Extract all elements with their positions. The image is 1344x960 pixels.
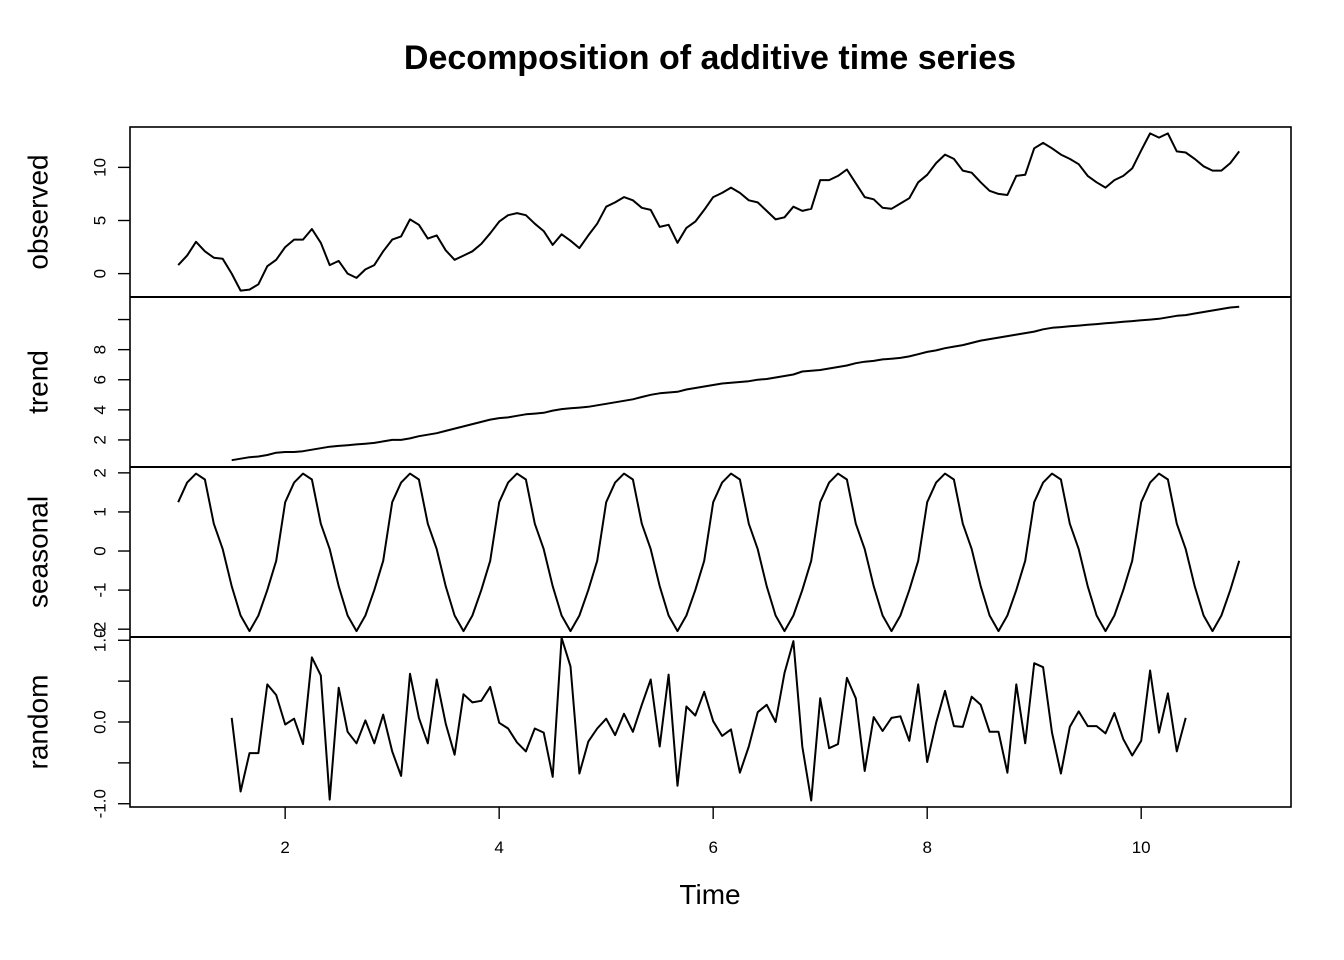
panel-seasonal: -2 -1 0 1 2 seasonal bbox=[23, 466, 1291, 637]
random-label: random bbox=[23, 675, 54, 770]
panel-observed: 0 5 10 observed bbox=[23, 132, 1240, 292]
observed-label: observed bbox=[23, 154, 54, 269]
x-axis-label: Time bbox=[679, 879, 740, 910]
observed-ytick-label: 0 bbox=[91, 269, 110, 278]
x-tick-label: 8 bbox=[922, 838, 931, 857]
x-tick-label: 10 bbox=[1132, 838, 1151, 857]
seasonal-ytick-label: -2 bbox=[91, 622, 110, 637]
seasonal-ytick-label: 2 bbox=[91, 468, 110, 477]
seasonal-ytick-label: 0 bbox=[91, 546, 110, 555]
observed-ytick-label: 10 bbox=[91, 158, 110, 177]
trend-ytick-label: 2 bbox=[91, 435, 110, 444]
random-ytick-label: 1.0 bbox=[91, 628, 110, 652]
seasonal-ytick-label: 1 bbox=[91, 507, 110, 516]
x-tick-label: 4 bbox=[494, 838, 503, 857]
panel-trend: 2 4 6 8 trend bbox=[23, 296, 1291, 462]
trend-label: trend bbox=[23, 350, 54, 414]
random-ytick-label: -1.0 bbox=[91, 789, 110, 818]
seasonal-ytick-label: -1 bbox=[91, 583, 110, 598]
panels: 0 5 10 observed 2 4 6 8 trend -2 -1 0 1 2 seasonal -1.0… bbox=[23, 126, 1292, 818]
x-tick-label: 6 bbox=[708, 838, 717, 857]
x-tick-label: 2 bbox=[280, 838, 289, 857]
trend-ytick-label: 8 bbox=[91, 345, 110, 354]
random-ytick-label: 0.0 bbox=[91, 710, 110, 734]
random-line bbox=[230, 636, 1187, 802]
panel-random: -1.0 0.0 1.0 random bbox=[23, 628, 1291, 818]
trend-line bbox=[231, 305, 1240, 462]
observed-ytick-label: 5 bbox=[91, 216, 110, 225]
x-axis: 2 4 6 8 10 bbox=[280, 807, 1151, 857]
seasonal-label: seasonal bbox=[23, 496, 54, 608]
trend-ytick-label: 4 bbox=[91, 405, 110, 414]
seasonal-line bbox=[177, 472, 1241, 633]
trend-ytick-label: 6 bbox=[91, 375, 110, 384]
chart-title: Decomposition of additive time series bbox=[404, 39, 1016, 77]
observed-line bbox=[177, 132, 1240, 292]
